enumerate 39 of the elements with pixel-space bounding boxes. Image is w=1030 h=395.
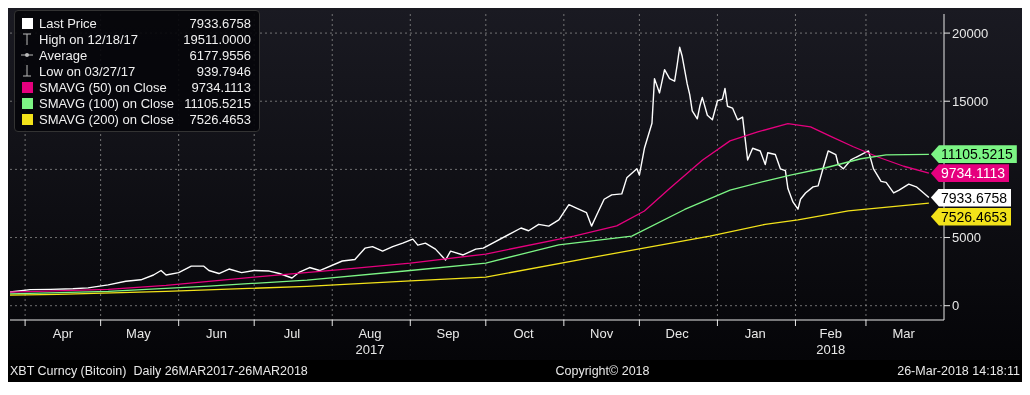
line-series [10, 202, 930, 296]
x-tick-label: Sep [436, 326, 460, 341]
data-label: 7933.6758 [930, 188, 1012, 207]
annotation: Low on 03/27/17 [38, 63, 137, 79]
legend-label: SMAVG (50) on Close [38, 79, 168, 95]
text: 26-Mar-2018 14:18:11 [897, 364, 1020, 378]
x-tick-label: Oct [513, 326, 535, 341]
x-tick-label: Aug 2017 [355, 326, 385, 357]
text: 9734.1113 [191, 79, 251, 95]
annotation: High on 12/18/17 [38, 31, 140, 47]
legend-label: SMAVG (100) on Close [38, 95, 175, 111]
legend-label: Last Price [38, 15, 98, 31]
x-tick-label: Apr [52, 326, 74, 341]
data-label: 11105.5215 [930, 145, 1017, 164]
text: Copyright© 2018 [555, 364, 650, 378]
y-tick-label: 5000 [952, 230, 981, 246]
annotation: Average [38, 47, 89, 63]
annotation: 6177.9556 [189, 47, 251, 63]
x-tick-label: Feb 2018 [816, 326, 846, 357]
data-label: 7526.4653 [930, 207, 1012, 226]
x-tick-label: Mar [892, 326, 916, 341]
legend-label: SMAVG (200) on Close [38, 111, 175, 127]
annotation: 19511.0000 [183, 31, 251, 47]
y-tick-label: 15000 [952, 93, 989, 109]
data-label: 9734.1113 [930, 164, 1009, 183]
x-tick-label: Jun [205, 326, 227, 341]
text: 7526.4653 [189, 111, 251, 127]
x-tick-label: Jul [283, 326, 301, 341]
x-tick-label: May [126, 326, 152, 341]
text: 11105.5215 [184, 95, 251, 111]
y-tick-label: 0 [952, 298, 960, 314]
line-series [10, 153, 930, 295]
x-tick-label: Dec [665, 326, 690, 341]
text: XBT Curncy (Bitcoin) Daily 26MAR2017-26MAR2018 [10, 364, 308, 378]
x-tick-label: Jan [744, 326, 766, 341]
annotation: 939.7946 [196, 63, 251, 79]
y-tick-label: 20000 [952, 25, 989, 41]
x-tick-label: Nov [590, 326, 614, 341]
text: 7933.6758 [189, 15, 251, 31]
